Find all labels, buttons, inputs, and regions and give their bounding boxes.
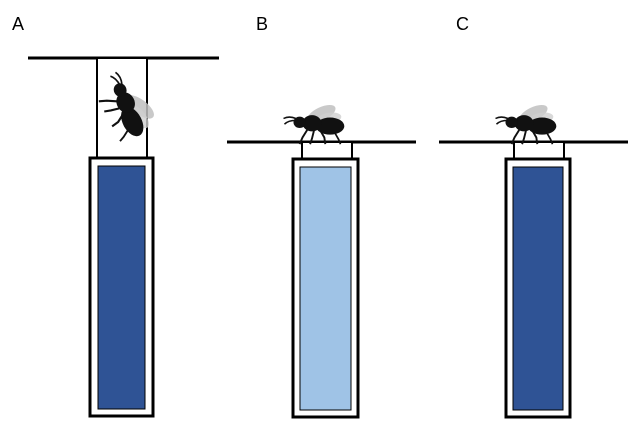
bee-icon-c [494,100,558,146]
panel-label-c: C [456,14,469,34]
liquid-a [97,165,146,410]
tube-cap-b [301,141,353,160]
bee-icon-b [282,100,346,146]
panel-label-b: B [256,14,269,34]
panel-label-a: A [12,14,25,34]
tube-cap-c [513,141,565,160]
liquid-b [299,166,352,411]
panel-c [439,100,628,419]
liquid-c [512,166,564,411]
panel-b [227,100,416,419]
panel-a [28,56,219,418]
